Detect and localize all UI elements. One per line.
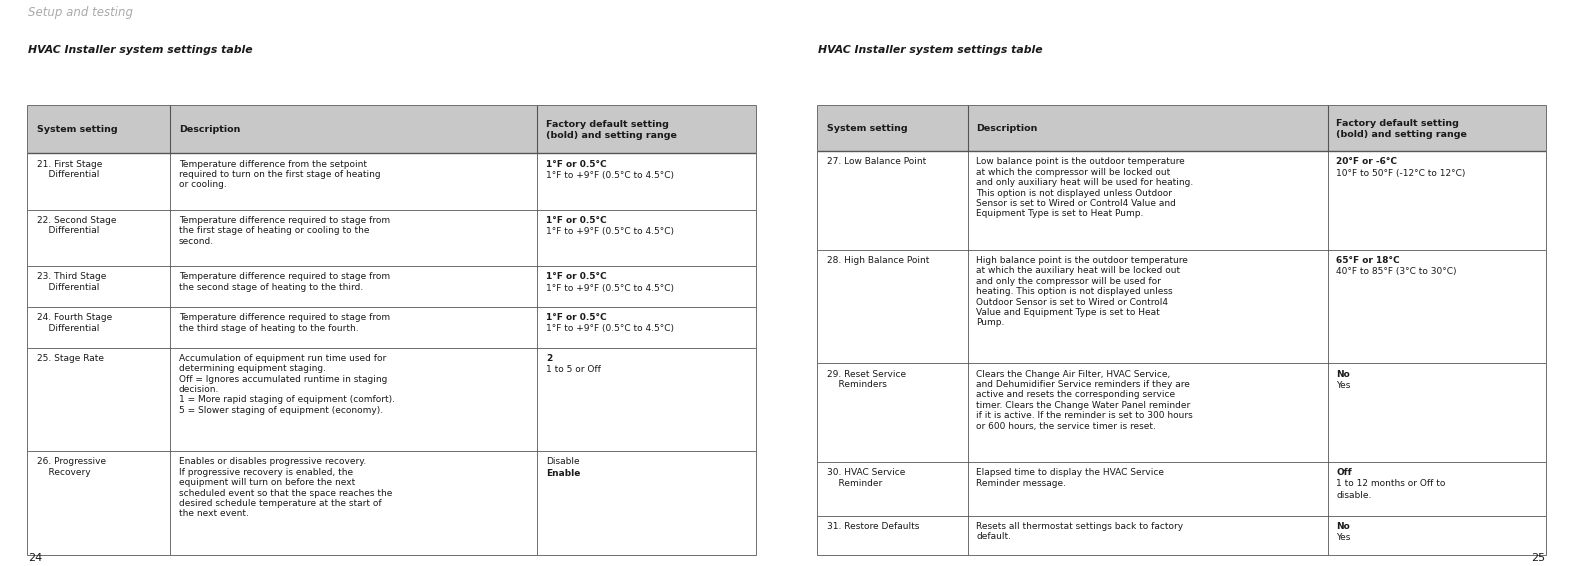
Text: 2: 2 — [546, 354, 552, 363]
Text: Low balance point is the outdoor temperature
at which the compressor will be loc: Low balance point is the outdoor tempera… — [976, 157, 1193, 218]
Text: 24: 24 — [28, 553, 42, 563]
Bar — [818, 363, 1546, 462]
Bar — [818, 151, 1546, 250]
Text: 1°F or 0.5°C: 1°F or 0.5°C — [546, 272, 606, 281]
Text: System setting: System setting — [38, 126, 118, 134]
Text: 30. HVAC Service
    Reminder: 30. HVAC Service Reminder — [828, 468, 905, 487]
Bar — [818, 106, 1546, 151]
Text: 26. Progressive
    Recovery: 26. Progressive Recovery — [38, 457, 105, 477]
Text: Factory default setting
(bold) and setting range: Factory default setting (bold) and setti… — [546, 120, 677, 140]
Text: 10°F to 50°F (-12°C to 12°C): 10°F to 50°F (-12°C to 12°C) — [1336, 169, 1465, 178]
Text: 25: 25 — [1532, 553, 1546, 563]
Text: Yes: Yes — [1336, 381, 1350, 390]
Text: Enable: Enable — [546, 469, 581, 478]
Text: Off: Off — [1336, 468, 1352, 477]
Text: disable.: disable. — [1336, 491, 1371, 500]
Text: High balance point is the outdoor temperature
at which the auxiliary heat will b: High balance point is the outdoor temper… — [976, 256, 1188, 327]
Bar — [818, 106, 1546, 555]
Bar — [818, 250, 1546, 363]
Text: 1 to 12 months or Off to: 1 to 12 months or Off to — [1336, 479, 1445, 488]
Text: No: No — [1336, 370, 1350, 379]
Text: 20°F or -6°C: 20°F or -6°C — [1336, 157, 1398, 166]
Text: 25. Stage Rate: 25. Stage Rate — [38, 354, 104, 363]
Bar — [28, 451, 756, 555]
Bar — [28, 106, 756, 555]
Text: Elapsed time to display the HVAC Service
Reminder message.: Elapsed time to display the HVAC Service… — [976, 468, 1165, 487]
Text: 1°F or 0.5°C: 1°F or 0.5°C — [546, 313, 606, 322]
Text: 1°F to +9°F (0.5°C to 4.5°C): 1°F to +9°F (0.5°C to 4.5°C) — [546, 171, 674, 180]
Text: Temperature difference required to stage from
the first stage of heating or cool: Temperature difference required to stage… — [179, 216, 390, 246]
Text: 1°F to +9°F (0.5°C to 4.5°C): 1°F to +9°F (0.5°C to 4.5°C) — [546, 228, 674, 236]
Text: 1°F to +9°F (0.5°C to 4.5°C): 1°F to +9°F (0.5°C to 4.5°C) — [546, 284, 674, 293]
Bar — [28, 348, 756, 451]
Text: Description: Description — [179, 126, 241, 134]
Text: 1°F to +9°F (0.5°C to 4.5°C): 1°F to +9°F (0.5°C to 4.5°C) — [546, 324, 674, 333]
Text: 1°F or 0.5°C: 1°F or 0.5°C — [546, 160, 606, 169]
Text: No: No — [1336, 522, 1350, 531]
Text: Accumulation of equipment run time used for
determining equipment staging.
Off =: Accumulation of equipment run time used … — [179, 354, 395, 415]
Text: 21. First Stage
    Differential: 21. First Stage Differential — [38, 160, 102, 179]
Text: Temperature difference from the setpoint
required to turn on the first stage of : Temperature difference from the setpoint… — [179, 160, 381, 190]
Bar — [28, 307, 756, 348]
Text: 65°F or 18°C: 65°F or 18°C — [1336, 256, 1399, 265]
Text: Temperature difference required to stage from
the third stage of heating to the : Temperature difference required to stage… — [179, 313, 390, 333]
Text: 23. Third Stage
    Differential: 23. Third Stage Differential — [38, 272, 107, 292]
Bar — [818, 516, 1546, 555]
Text: 40°F to 85°F (3°C to 30°C): 40°F to 85°F (3°C to 30°C) — [1336, 267, 1458, 276]
Bar — [28, 153, 756, 210]
Text: 29. Reset Service
    Reminders: 29. Reset Service Reminders — [828, 370, 907, 389]
Bar — [28, 106, 756, 153]
Text: Factory default setting
(bold) and setting range: Factory default setting (bold) and setti… — [1336, 119, 1467, 139]
Text: Enables or disables progressive recovery.
If progressive recovery is enabled, th: Enables or disables progressive recovery… — [179, 457, 392, 518]
Text: 24. Fourth Stage
    Differential: 24. Fourth Stage Differential — [38, 313, 112, 333]
Bar — [818, 462, 1546, 516]
Text: HVAC Installer system settings table: HVAC Installer system settings table — [818, 45, 1044, 55]
Text: 1 to 5 or Off: 1 to 5 or Off — [546, 365, 601, 374]
Text: Yes: Yes — [1336, 533, 1350, 542]
Text: 1°F or 0.5°C: 1°F or 0.5°C — [546, 216, 606, 225]
Text: Disable: Disable — [546, 457, 579, 466]
Text: 22. Second Stage
    Differential: 22. Second Stage Differential — [38, 216, 116, 235]
Text: System setting: System setting — [828, 125, 908, 134]
Text: 31. Restore Defaults: 31. Restore Defaults — [828, 522, 919, 531]
Bar — [28, 266, 756, 307]
Bar — [28, 210, 756, 266]
Text: HVAC Installer system settings table: HVAC Installer system settings table — [28, 45, 253, 55]
Text: 27. Low Balance Point: 27. Low Balance Point — [828, 157, 927, 166]
Text: Resets all thermostat settings back to factory
default.: Resets all thermostat settings back to f… — [976, 522, 1184, 541]
Text: 28. High Balance Point: 28. High Balance Point — [828, 256, 930, 265]
Text: Setup and testing: Setup and testing — [28, 6, 134, 19]
Text: Temperature difference required to stage from
the second stage of heating to the: Temperature difference required to stage… — [179, 272, 390, 292]
Text: Clears the Change Air Filter, HVAC Service,
and Dehumidifier Service reminders i: Clears the Change Air Filter, HVAC Servi… — [976, 370, 1193, 431]
Text: Description: Description — [976, 125, 1037, 134]
